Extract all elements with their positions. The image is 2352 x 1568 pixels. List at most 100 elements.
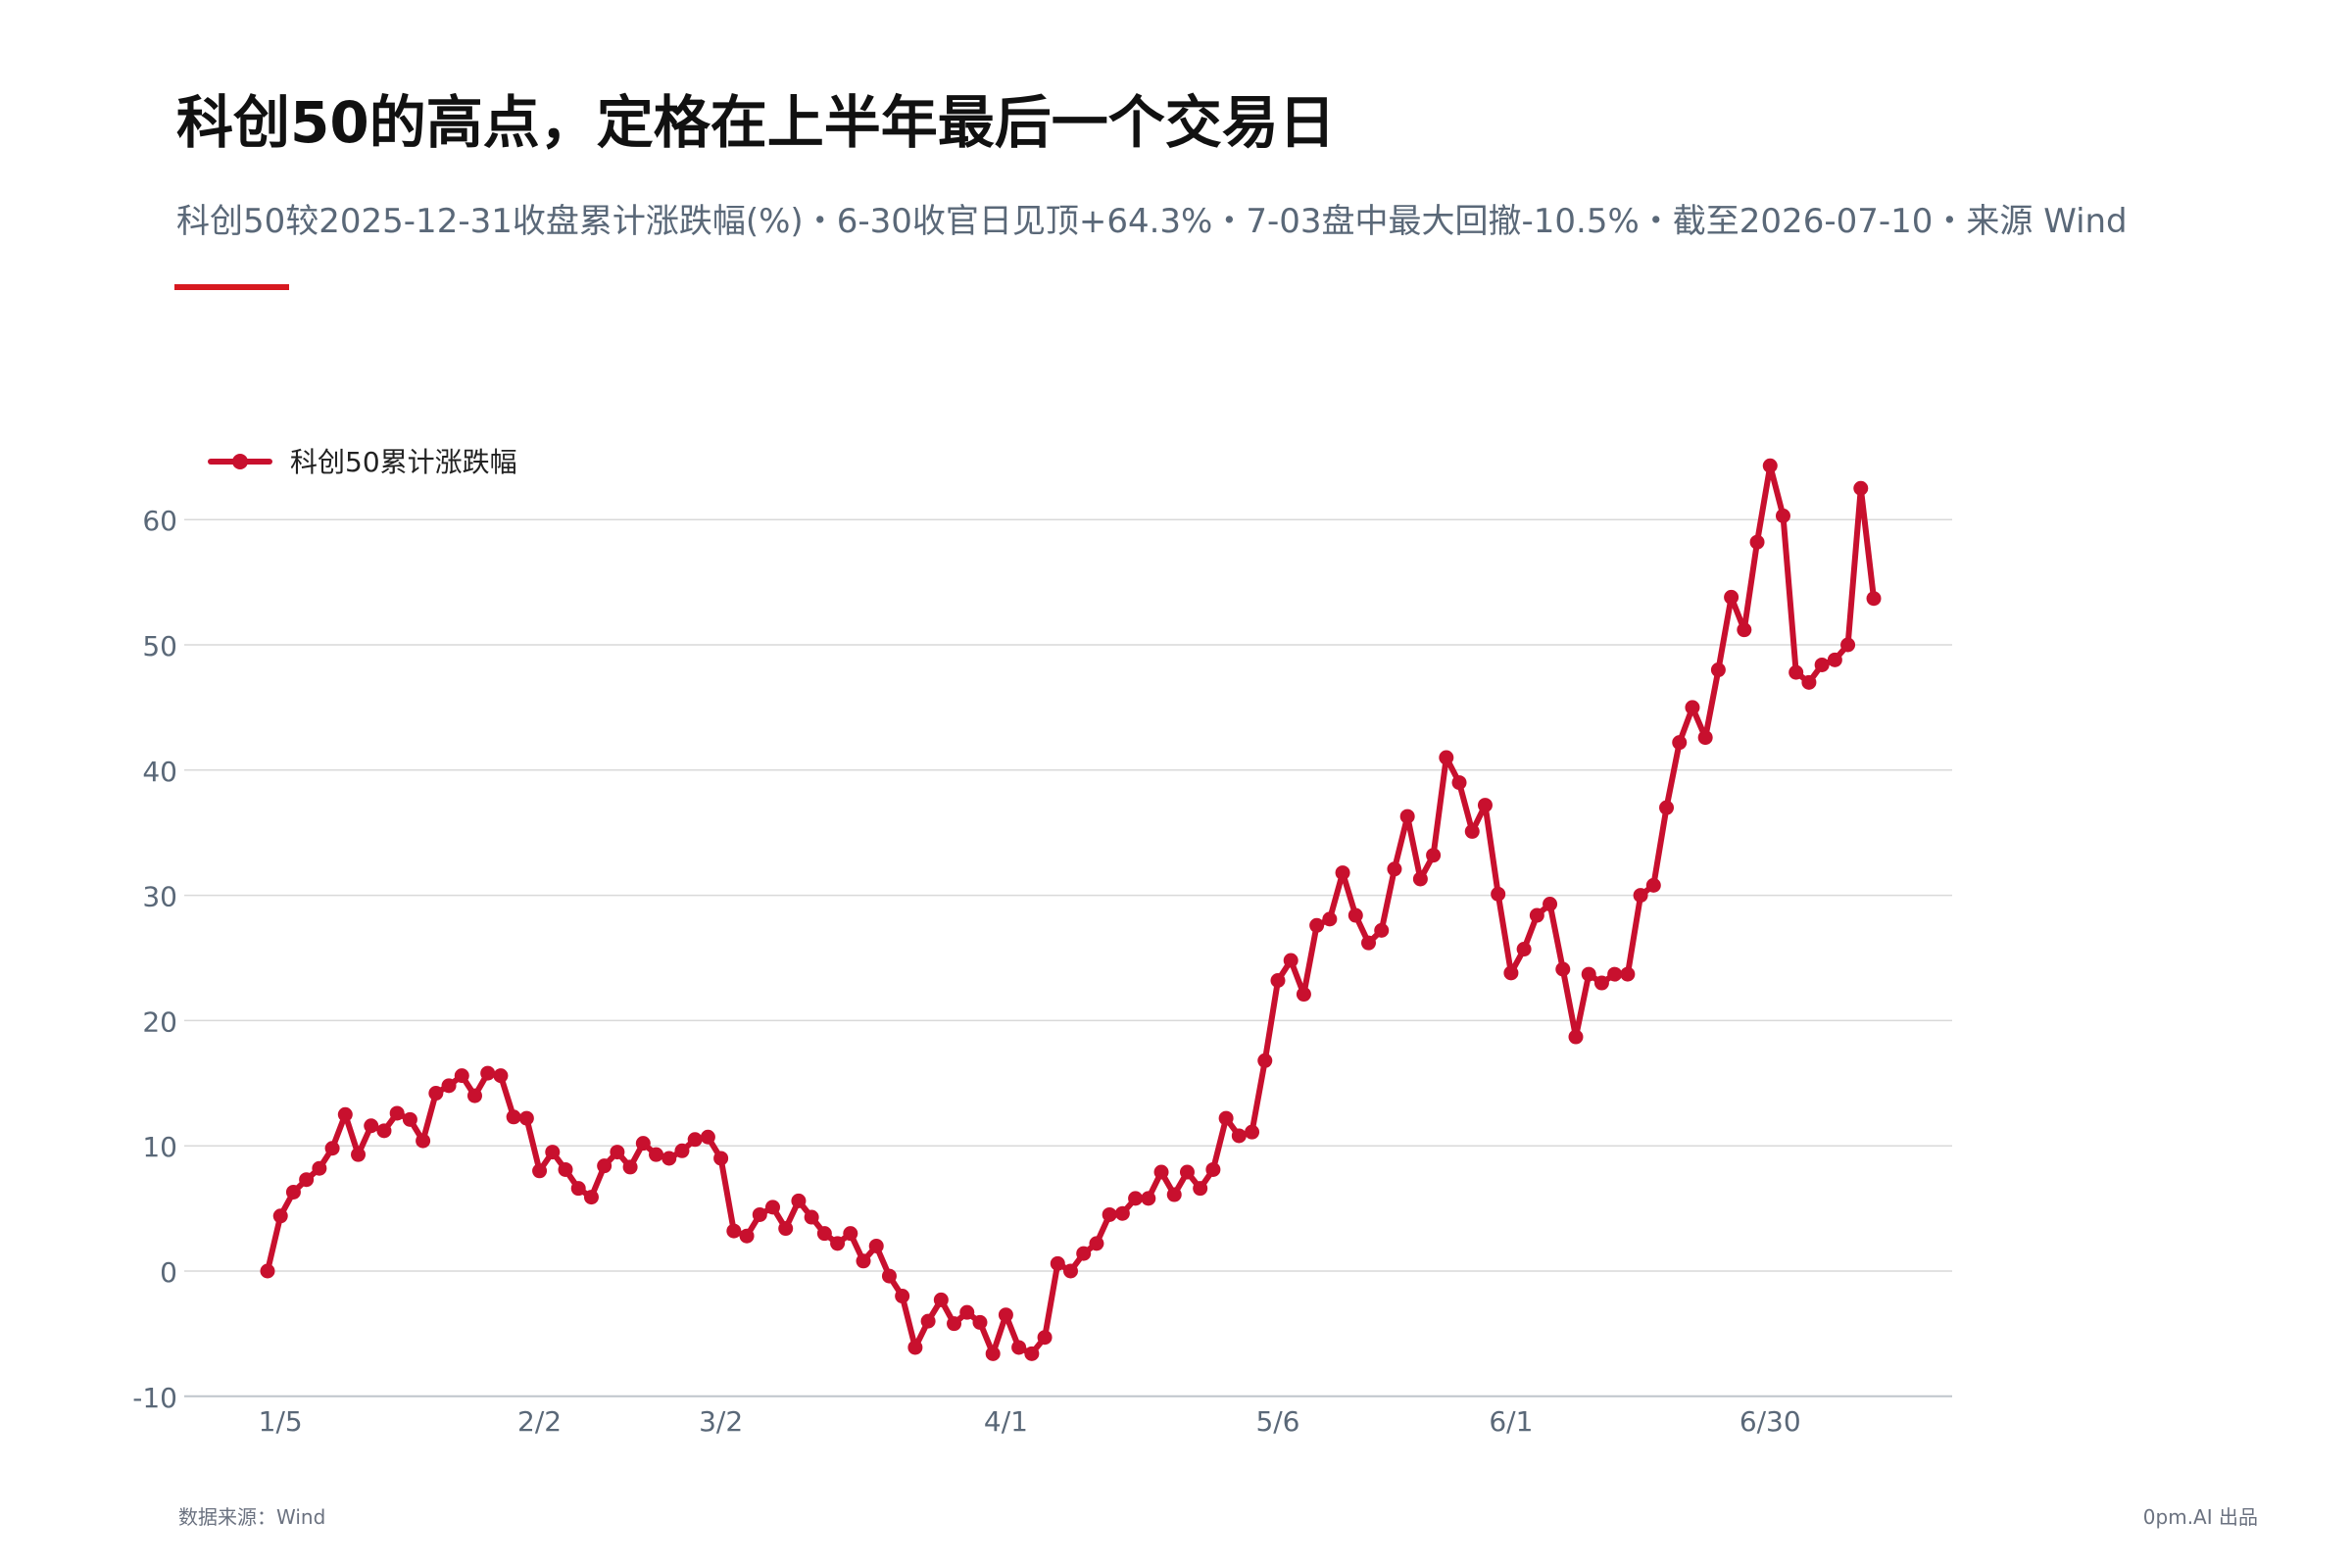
y-tick-label: 10 [142, 1131, 177, 1163]
data-point [272, 1208, 288, 1224]
data-point [285, 1184, 301, 1200]
data-point [1050, 1255, 1065, 1271]
data-point [895, 1289, 910, 1304]
data-point [337, 1106, 353, 1122]
data-point [778, 1221, 794, 1237]
data-point [856, 1253, 871, 1269]
data-point [1633, 888, 1648, 904]
data-point [1245, 1124, 1260, 1140]
y-tick-label: 40 [142, 756, 177, 788]
data-point [1141, 1191, 1156, 1206]
data-point [1645, 877, 1661, 893]
data-point [402, 1111, 417, 1127]
data-point [1218, 1110, 1234, 1126]
title-accent-bar [174, 284, 289, 290]
data-point [1193, 1181, 1208, 1197]
x-tick-label: 2/2 [517, 1405, 562, 1438]
x-tick-label: 6/30 [1740, 1405, 1801, 1438]
data-point [1439, 750, 1454, 765]
data-point [1762, 458, 1778, 473]
data-point [597, 1158, 612, 1174]
data-point [351, 1147, 367, 1162]
data-point [1283, 953, 1298, 968]
data-point [1866, 591, 1882, 607]
footer-credit: 0pm.AI 出品 [2142, 1505, 2258, 1529]
data-point [1322, 911, 1338, 927]
x-tick-label: 6/1 [1489, 1405, 1533, 1438]
data-point [1555, 961, 1571, 977]
data-point [1593, 975, 1609, 991]
data-point [1063, 1263, 1078, 1279]
data-point [1491, 886, 1506, 902]
data-point [700, 1129, 715, 1145]
y-tick-label: 50 [142, 630, 177, 662]
data-point [933, 1292, 949, 1307]
data-point [610, 1145, 625, 1160]
data-point [868, 1238, 884, 1253]
data-point [998, 1307, 1013, 1323]
data-point [1335, 865, 1350, 881]
data-point [1840, 637, 1856, 653]
data-point [1503, 965, 1519, 981]
data-point [260, 1263, 275, 1279]
data-point [662, 1151, 677, 1166]
y-tick-label: 0 [160, 1256, 177, 1289]
data-point [1464, 823, 1480, 839]
data-point [441, 1078, 457, 1094]
x-tick-label: 1/5 [259, 1405, 303, 1438]
data-point [1412, 871, 1428, 887]
data-point [1451, 775, 1467, 791]
data-point [1607, 966, 1623, 982]
data-point [1620, 966, 1636, 982]
data-point [389, 1105, 405, 1121]
data-point [985, 1346, 1001, 1361]
series-line [265, 463, 1877, 1357]
data-point [1348, 907, 1363, 923]
footer-source: 数据来源：Wind [178, 1505, 326, 1529]
axes: -10 0 10 20 30 40 50 60 1/5 2/2 3/2 4/1 5/6 6/1 6/30 [132, 505, 1800, 1438]
data-point [1166, 1187, 1182, 1202]
data-point [1853, 480, 1869, 496]
data-point [1672, 735, 1688, 751]
data-point [312, 1160, 327, 1176]
data-point [1775, 508, 1790, 523]
data-point [649, 1147, 664, 1162]
data-point [1089, 1236, 1104, 1251]
data-point [545, 1145, 561, 1160]
data-point [454, 1068, 469, 1084]
data-point [622, 1159, 638, 1175]
data-point [1710, 662, 1726, 678]
data-point [1387, 861, 1402, 877]
data-point [959, 1304, 975, 1320]
data-point [1737, 622, 1752, 638]
data-point [843, 1226, 858, 1242]
data-point [881, 1268, 897, 1284]
data-point [1724, 589, 1740, 605]
data-point [816, 1226, 832, 1242]
data-point [1374, 922, 1390, 938]
data-point [1788, 664, 1804, 680]
data-point [1153, 1164, 1169, 1180]
y-tick-label: 20 [142, 1005, 177, 1038]
data-point [972, 1314, 988, 1330]
data-point [364, 1118, 379, 1134]
data-point [570, 1181, 586, 1197]
data-point [635, 1136, 651, 1152]
data-point [583, 1190, 599, 1205]
data-point [1205, 1161, 1221, 1177]
data-point [376, 1123, 392, 1139]
data-point [713, 1151, 729, 1166]
data-point [466, 1088, 482, 1103]
data-point [1801, 674, 1817, 690]
data-point [791, 1193, 807, 1208]
data-point [1179, 1164, 1195, 1180]
data-point [480, 1065, 496, 1081]
x-tick-label: 4/1 [984, 1405, 1028, 1438]
data-point [764, 1200, 780, 1215]
data-point [947, 1316, 962, 1332]
data-point [506, 1109, 521, 1125]
data-point [1659, 800, 1675, 815]
data-point [1814, 657, 1830, 672]
data-point [1128, 1191, 1144, 1206]
